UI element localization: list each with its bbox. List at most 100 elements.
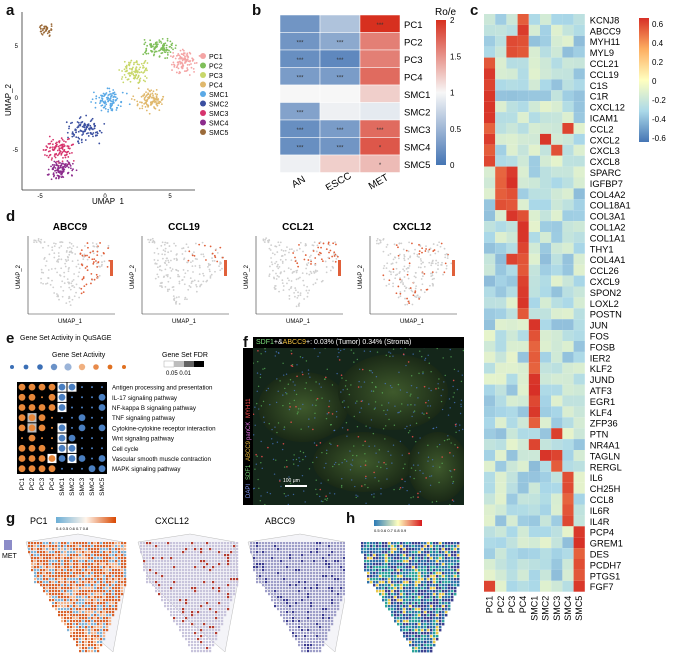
spatial-spot: [97, 572, 100, 575]
spatial-spot: [233, 569, 236, 572]
if-signal-dot: [273, 473, 276, 475]
if-header-mid: +&: [273, 339, 283, 346]
spatial-spot: [152, 581, 155, 584]
feature-point: [317, 253, 320, 256]
spatial-spot: [118, 560, 121, 563]
activity-dot: [38, 404, 46, 411]
spatial-spot: [152, 572, 155, 575]
gene-cell: [551, 221, 563, 232]
spatial-spot: [155, 560, 158, 563]
feature-point: [218, 265, 220, 268]
gene-cell: [551, 79, 563, 91]
spatial-spot: [259, 554, 262, 557]
feature-point: [209, 275, 212, 278]
gene-row-label: IL4R: [590, 517, 610, 527]
spatial-spot: [182, 620, 185, 623]
gene-cell: [573, 90, 585, 102]
spatial-spot: [121, 548, 124, 551]
spatial-spot: [197, 581, 200, 584]
activity-dot: [51, 447, 53, 450]
umap-point-smc3: [66, 138, 69, 141]
spatial-spot: [46, 569, 49, 572]
spatial-spot: [331, 554, 334, 557]
umap-point-pc4: [140, 101, 143, 104]
spatial-spot: [194, 566, 197, 569]
gene-cell: [573, 450, 585, 461]
spatial-spot: [37, 554, 40, 557]
umap-point-smc4: [57, 166, 60, 169]
spatial-spot: [112, 560, 115, 563]
spatial-spot: [76, 623, 79, 626]
if-signal-dot: [374, 401, 377, 403]
if-signal-dot: [448, 398, 451, 400]
spatial-spot: [118, 542, 121, 545]
spatial-spot: [91, 587, 94, 590]
spatial-spot: [58, 554, 61, 557]
umap-point-smc3: [54, 146, 57, 149]
spatial-spot: [91, 650, 94, 653]
gene-cell: [551, 144, 563, 156]
if-signal-dot: [315, 444, 318, 447]
umap-point-smc3: [61, 148, 64, 150]
gene-cell: [506, 90, 518, 102]
if-signal-dot: [271, 428, 273, 431]
spatial-spot: [115, 602, 118, 605]
feature-point: [56, 293, 58, 295]
umap-point-smc3: [49, 146, 52, 149]
umap-point-smc2: [80, 139, 83, 141]
spatial-spot: [230, 572, 233, 575]
feature-point: [431, 274, 434, 277]
spatial-spot: [179, 593, 182, 596]
spatial-spot: [106, 626, 109, 629]
feature-point: [296, 269, 299, 272]
spatial-spot: [112, 590, 115, 593]
feature-point: [156, 266, 159, 269]
spatial-spot: [79, 584, 82, 587]
umap-point-smc3: [47, 150, 50, 153]
spatial-spot: [337, 548, 340, 551]
activity-dot: [18, 404, 26, 411]
spatial-spot: [152, 542, 155, 545]
spatial-spot: [146, 572, 149, 575]
feature-point: [192, 271, 194, 273]
spatial-spot: [40, 578, 43, 581]
feature-point: [40, 277, 43, 280]
gene-cell: [517, 330, 529, 341]
if-signal-dot: [288, 408, 291, 411]
if-signal-dot: [314, 417, 316, 419]
feature-point: [331, 255, 334, 258]
spatial-spot: [212, 551, 215, 554]
feature-point: [328, 251, 330, 254]
spatial-spot: [82, 635, 85, 638]
spatial-spot: [194, 611, 197, 614]
spatial-spot: [103, 584, 106, 587]
spatial-spot: [61, 542, 64, 545]
if-signal-dot: [285, 373, 288, 375]
umap-point-pc2: [146, 44, 149, 47]
if-signal-dot: [290, 352, 293, 355]
if-signal-dot: [283, 492, 286, 495]
spatial-spot: [185, 581, 188, 584]
if-side-labels: DAPI SDF1 ABCC9 panCK MYH11: [243, 348, 253, 505]
spatial-spot: [97, 545, 100, 548]
if-signal-dot: [446, 439, 449, 441]
if-signal-dot: [449, 504, 451, 505]
umap-point-pc2: [158, 39, 161, 42]
spatial-spot: [343, 560, 345, 563]
gene-cell: [484, 14, 496, 25]
spatial-spot: [85, 611, 88, 614]
if-signal-dot: [276, 441, 279, 443]
spatial-spot: [203, 593, 206, 596]
spatial-spot: [94, 554, 97, 557]
feature-point: [296, 296, 299, 299]
umap-point-smc4: [66, 165, 68, 168]
if-signal-dot: [314, 412, 316, 415]
feature-point: [167, 280, 170, 283]
if-signal-dot: [328, 405, 330, 408]
spatial-spot: [164, 563, 167, 566]
spatial-spot: [265, 557, 268, 560]
umap-point-smc1: [109, 102, 112, 105]
spatial-spot: [262, 542, 265, 545]
umap-point-smc3: [60, 137, 63, 140]
feature-point: [95, 260, 97, 262]
